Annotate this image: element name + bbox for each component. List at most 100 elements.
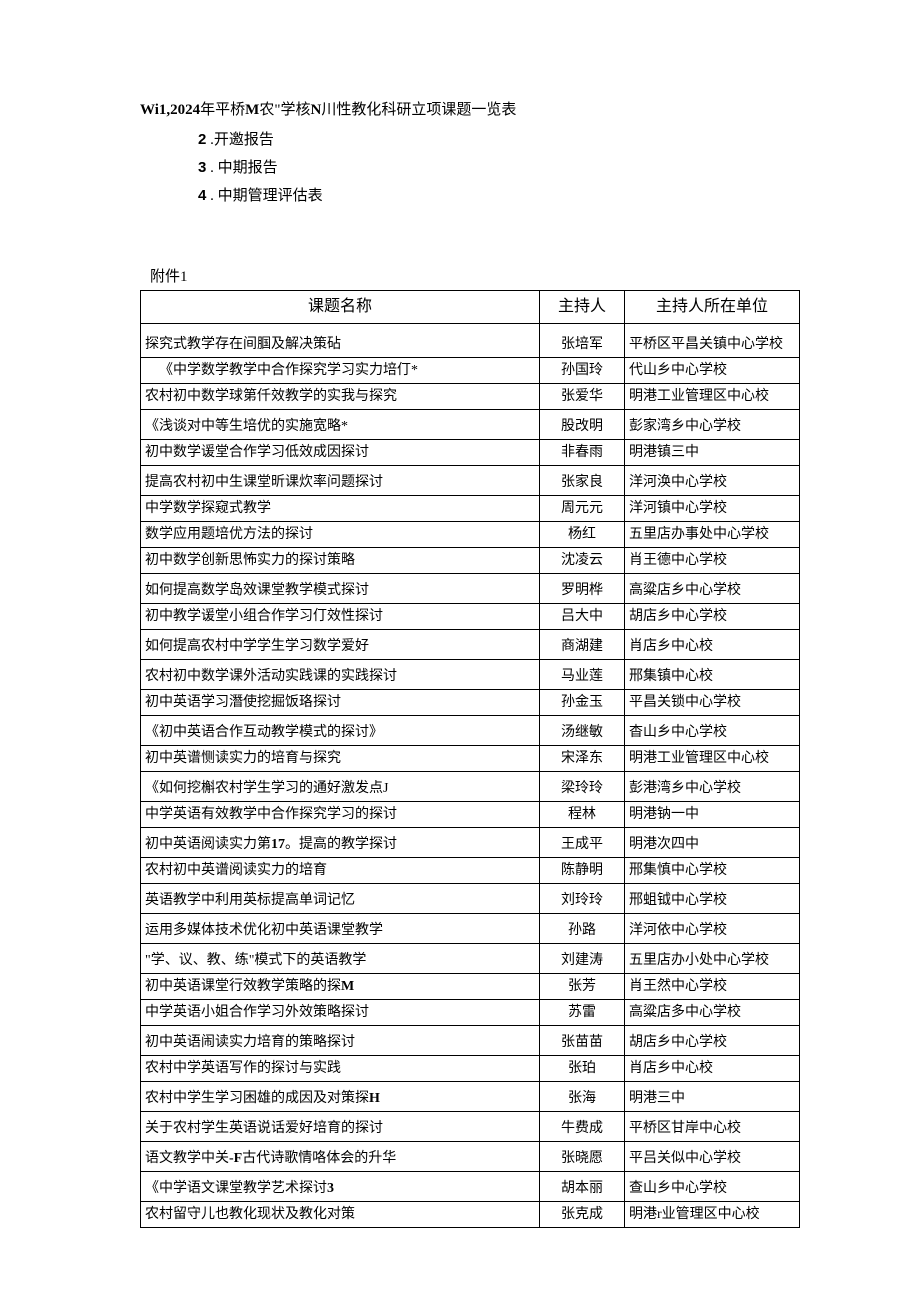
host-cell: 罗明桦 [540,574,625,604]
unit-cell: 洋河依中心学校 [625,914,800,944]
topics-table: 课题名称 主持人 主持人所在单位 探究式教学存在间腘及解决策砧张培军平桥区平昌关… [140,290,800,1228]
unit-cell: 平桥区甘岸中心校 [625,1112,800,1142]
host-cell: 汤继敏 [540,716,625,746]
topic-cell: 如何提高农村中学学生学习数学爱好 [141,630,540,660]
topic-cell: 初中英语课堂行效教学策略的探M [141,974,540,1000]
topic-cell: 中学数学探窥式教学 [141,496,540,522]
unit-cell: 明港工业管理区中心校 [625,746,800,772]
col-topic: 课题名称 [141,291,540,324]
host-cell: 周元元 [540,496,625,522]
table-row: 《中学数学教学中合作探究学习实力培仃*孙国玲代山乡中心学校 [141,358,800,384]
host-cell: 牛费成 [540,1112,625,1142]
table-row: 英语教学中利用英标提高单词记忆刘玲玲邢蛆钺中心学校 [141,884,800,914]
table-row: 农村留守儿也教化现状及教化对策张克成明港r业管理区中心校 [141,1202,800,1228]
table-body: 探究式教学存在间腘及解决策砧张培军平桥区平昌关镇中心学校《中学数学教学中合作探究… [141,324,800,1228]
host-cell: 梁玲玲 [540,772,625,802]
list-item: 4 . 中期管理评估表 [198,185,800,207]
topic-cell: 农村初中数学课外活动实践课的实践探讨 [141,660,540,690]
unit-cell: 明港镇三中 [625,440,800,466]
topic-cell: 如何提高数学岛效课堂教学模式探讨 [141,574,540,604]
unit-cell: 肖店乡中心校 [625,630,800,660]
table-row: 《如何挖槲农村学生学习的通好激发点J梁玲玲彭港湾乡中心学校 [141,772,800,802]
unit-cell: 杳山乡中心学校 [625,716,800,746]
table-row: 农村初中英谱阅读实力的培育陈静明邢集慎中心学校 [141,858,800,884]
table-row: 中学数学探窥式教学周元元洋河镇中心学校 [141,496,800,522]
host-cell: 张爱华 [540,384,625,410]
table-row: 数学应用题培优方法的探讨杨红五里店办事处中心学校 [141,522,800,548]
table-row: 初中英语闹读实力培育的策略探讨张苗苗胡店乡中心学校 [141,1026,800,1056]
topic-cell: 语文教学中关-F古代诗歌情咯体会的升华 [141,1142,540,1172]
unit-cell: 明港r业管理区中心校 [625,1202,800,1228]
unit-cell: 代山乡中心学校 [625,358,800,384]
table-row: 初中英语学习潛使挖掘饭珞探讨孙金玉平昌关锁中心学校 [141,690,800,716]
table-row: 《初中英语合作互动教学模式的探讨》汤继敏杳山乡中心学校 [141,716,800,746]
host-cell: 孙金玉 [540,690,625,716]
table-row: 农村中学生学习困雄的成因及对策探H张海明港三中 [141,1082,800,1112]
host-cell: 张珀 [540,1056,625,1082]
unit-cell: 邢集镇中心校 [625,660,800,690]
table-row: 初中英语阅读实力第17。提高的教学探讨王成平明港次四中 [141,828,800,858]
topic-cell: 《中学数学教学中合作探究学习实力培仃* [141,358,540,384]
unit-cell: 肖王然中心学校 [625,974,800,1000]
unit-cell: 彭家湾乡中心学校 [625,410,800,440]
topic-cell: 运用多媒体技术优化初中英语课堂教学 [141,914,540,944]
unit-cell: 明港次四中 [625,828,800,858]
table-row: 《浅谈对中等生培优的实施宽略*股改明彭家湾乡中心学校 [141,410,800,440]
host-cell: 刘建涛 [540,944,625,974]
host-cell: 张晓愿 [540,1142,625,1172]
table-row: 农村初中数学球第仟效教学的实我与探究张爱华明港工业管理区中心校 [141,384,800,410]
table-row: 初中教学谖堂小组合作学习仃效性探讨吕大中胡店乡中心学校 [141,604,800,630]
unit-cell: 彭港湾乡中心学校 [625,772,800,802]
unit-cell: 明港工业管理区中心校 [625,384,800,410]
unit-cell: 明港钠一中 [625,802,800,828]
topic-cell: 《中学语文课堂教学艺术探讨3 [141,1172,540,1202]
topic-cell: 《浅谈对中等生培优的实施宽略* [141,410,540,440]
table-row: 初中英语课堂行效教学策略的探M张芳肖王然中心学校 [141,974,800,1000]
unit-cell: 五里店办小处中心学校 [625,944,800,974]
unit-cell: 平昌关锁中心学校 [625,690,800,716]
table-row: 农村中学英语写作的探讨与实践张珀肖店乡中心校 [141,1056,800,1082]
topic-cell: 英语教学中利用英标提高单词记忆 [141,884,540,914]
host-cell: 孙路 [540,914,625,944]
host-cell: 胡本丽 [540,1172,625,1202]
table-row: 运用多媒体技术优化初中英语课堂教学孙路洋河依中心学校 [141,914,800,944]
unit-cell: 洋河涣中心学校 [625,466,800,496]
topic-cell: 中学英语小姐合作学习外效策略探讨 [141,1000,540,1026]
table-row: 中学英语有效教学中合作探究学习的探讨程林明港钠一中 [141,802,800,828]
table-header-row: 课题名称 主持人 主持人所在单位 [141,291,800,324]
unit-cell: 肖店乡中心校 [625,1056,800,1082]
host-cell: 苏雷 [540,1000,625,1026]
host-cell: 沈凌云 [540,548,625,574]
topic-cell: 探究式教学存在间腘及解决策砧 [141,324,540,358]
unit-cell: 胡店乡中心学校 [625,1026,800,1056]
topic-cell: 提高农村初中生课堂昕课炊率问题探讨 [141,466,540,496]
unit-cell: 高粱店多中心学校 [625,1000,800,1026]
list-item: 2 .开邀报告 [198,129,800,151]
host-cell: 陈静明 [540,858,625,884]
host-cell: 张培军 [540,324,625,358]
table-row: 提高农村初中生课堂昕课炊率问题探讨张家良洋河涣中心学校 [141,466,800,496]
unit-cell: 平桥区平昌关镇中心学校 [625,324,800,358]
host-cell: 孙国玲 [540,358,625,384]
page-title: Wi1,2024年平桥M农"学核N川性教化科研立项课题一览表 [140,100,800,121]
topic-cell: 初中英语学习潛使挖掘饭珞探讨 [141,690,540,716]
topic-cell: 农村留守儿也教化现状及教化对策 [141,1202,540,1228]
table-row: "学、议、教、练"模式下的英语教学刘建涛五里店办小处中心学校 [141,944,800,974]
host-cell: 王成平 [540,828,625,858]
unit-cell: 邢蛆钺中心学校 [625,884,800,914]
table-row: 初中英谱恻读实力的培育与探究宋泽东明港工业管理区中心校 [141,746,800,772]
table-row: 中学英语小姐合作学习外效策略探讨苏雷高粱店多中心学校 [141,1000,800,1026]
topic-cell: 农村中学生学习困雄的成因及对策探H [141,1082,540,1112]
unit-cell: 明港三中 [625,1082,800,1112]
table-row: 语文教学中关-F古代诗歌情咯体会的升华张晓愿平吕关似中心学校 [141,1142,800,1172]
topic-cell: 初中英语阅读实力第17。提高的教学探讨 [141,828,540,858]
unit-cell: 平吕关似中心学校 [625,1142,800,1172]
topic-cell: 《如何挖槲农村学生学习的通好激发点J [141,772,540,802]
unit-cell: 胡店乡中心学校 [625,604,800,630]
topic-cell: 农村初中数学球第仟效教学的实我与探究 [141,384,540,410]
unit-cell: 五里店办事处中心学校 [625,522,800,548]
table-row: 如何提高数学岛效课堂教学模式探讨罗明桦高粱店乡中心学校 [141,574,800,604]
host-cell: 程林 [540,802,625,828]
col-host: 主持人 [540,291,625,324]
host-cell: 刘玲玲 [540,884,625,914]
